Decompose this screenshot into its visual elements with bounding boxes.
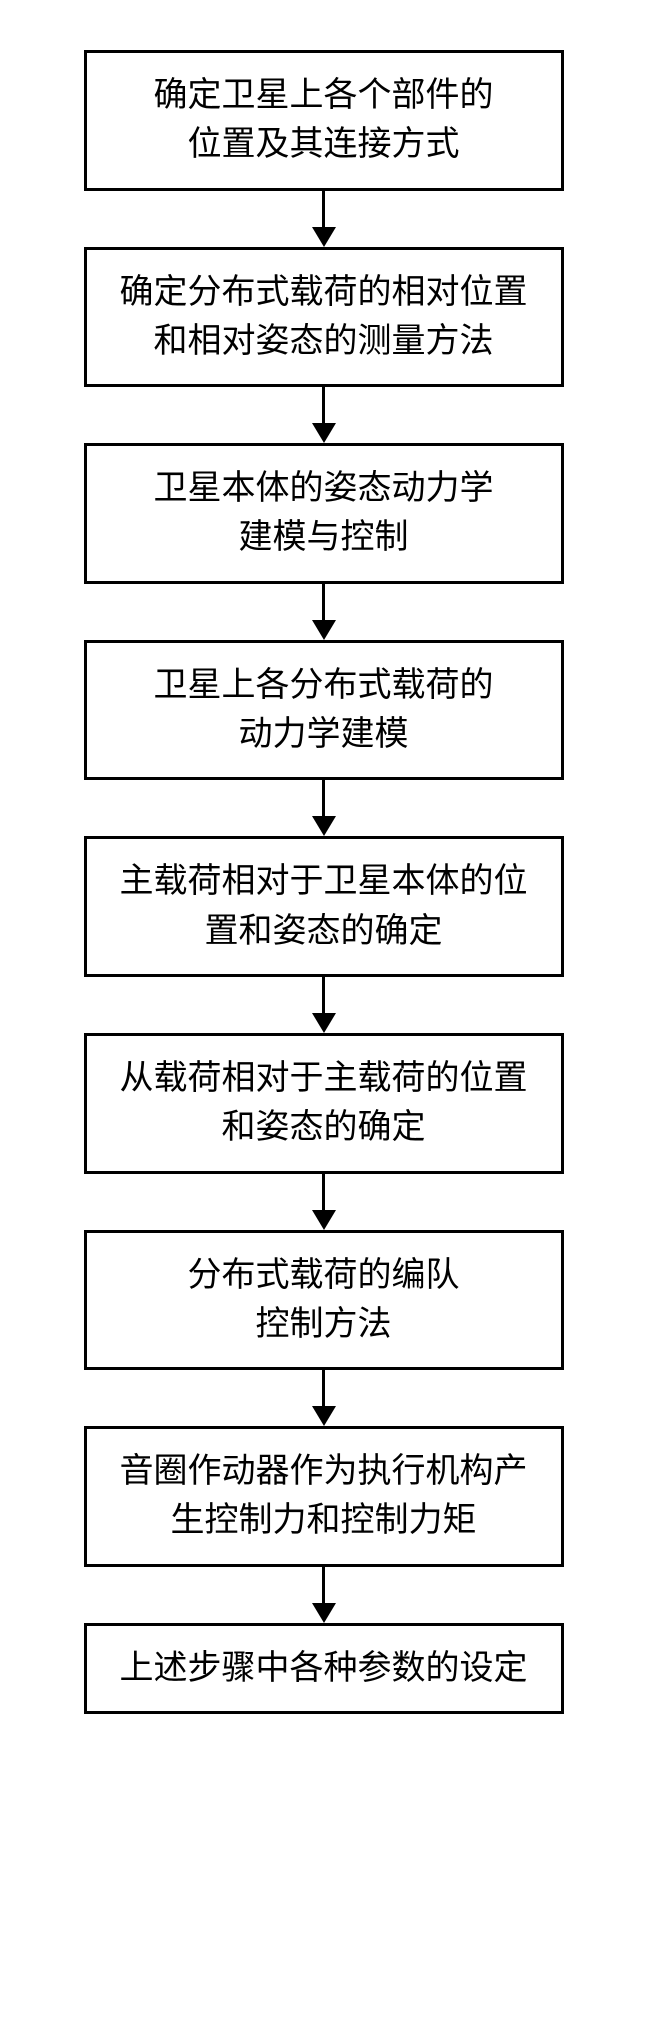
arrow-head [312, 227, 336, 247]
arrow-down-icon [312, 1174, 336, 1230]
arrow-line [322, 780, 325, 816]
flowchart-node: 音圈作动器作为执行机构产 生控制力和控制力矩 [84, 1426, 564, 1567]
node-text-line2: 位置及其连接方式 [188, 126, 460, 163]
arrow-line [322, 1174, 325, 1210]
node-text-line1: 卫星上各分布式载荷的 [154, 667, 494, 704]
node-text-line1: 主载荷相对于卫星本体的位 [120, 863, 528, 900]
node-text-line2: 和相对姿态的测量方法 [154, 323, 494, 360]
arrow-line [322, 1567, 325, 1603]
node-text-line1: 从载荷相对于主载荷的位置 [120, 1060, 528, 1097]
arrow-down-icon [312, 387, 336, 443]
flowchart-node: 上述步骤中各种参数的设定 [84, 1623, 564, 1714]
flowchart-node: 确定分布式载荷的相对位置 和相对姿态的测量方法 [84, 247, 564, 388]
arrow-head [312, 1210, 336, 1230]
arrow-head [312, 423, 336, 443]
flowchart-node: 从载荷相对于主载荷的位置 和姿态的确定 [84, 1033, 564, 1174]
arrow-head [312, 1603, 336, 1623]
arrow-down-icon [312, 1370, 336, 1426]
node-text-line1: 音圈作动器作为执行机构产 [120, 1453, 528, 1490]
node-text-line1: 分布式载荷的编队 [188, 1257, 460, 1294]
node-text-line2: 置和姿态的确定 [205, 913, 443, 950]
node-text-line1: 确定分布式载荷的相对位置 [120, 274, 528, 311]
arrow-down-icon [312, 1567, 336, 1623]
arrow-line [322, 1370, 325, 1406]
node-text-line1: 上述步骤中各种参数的设定 [120, 1650, 528, 1687]
arrow-line [322, 977, 325, 1013]
arrow-line [322, 191, 325, 227]
node-text-line2: 动力学建模 [239, 716, 409, 753]
arrow-line [322, 584, 325, 620]
arrow-head [312, 1013, 336, 1033]
node-text-line2: 和姿态的确定 [222, 1109, 426, 1146]
arrow-down-icon [312, 977, 336, 1033]
arrow-head [312, 620, 336, 640]
flowchart-container: 确定卫星上各个部件的 位置及其连接方式 确定分布式载荷的相对位置 和相对姿态的测… [20, 50, 627, 1714]
arrow-down-icon [312, 191, 336, 247]
flowchart-node: 卫星上各分布式载荷的 动力学建模 [84, 640, 564, 781]
flowchart-node: 卫星本体的姿态动力学 建模与控制 [84, 443, 564, 584]
flowchart-node: 分布式载荷的编队 控制方法 [84, 1230, 564, 1371]
node-text-line1: 卫星本体的姿态动力学 [154, 470, 494, 507]
node-text-line1: 确定卫星上各个部件的 [154, 77, 494, 114]
node-text-line2: 控制方法 [256, 1306, 392, 1343]
arrow-line [322, 387, 325, 423]
arrow-head [312, 1406, 336, 1426]
arrow-down-icon [312, 780, 336, 836]
flowchart-node: 主载荷相对于卫星本体的位 置和姿态的确定 [84, 836, 564, 977]
flowchart-node: 确定卫星上各个部件的 位置及其连接方式 [84, 50, 564, 191]
arrow-down-icon [312, 584, 336, 640]
node-text-line2: 生控制力和控制力矩 [171, 1502, 477, 1539]
arrow-head [312, 816, 336, 836]
node-text-line2: 建模与控制 [239, 519, 409, 556]
